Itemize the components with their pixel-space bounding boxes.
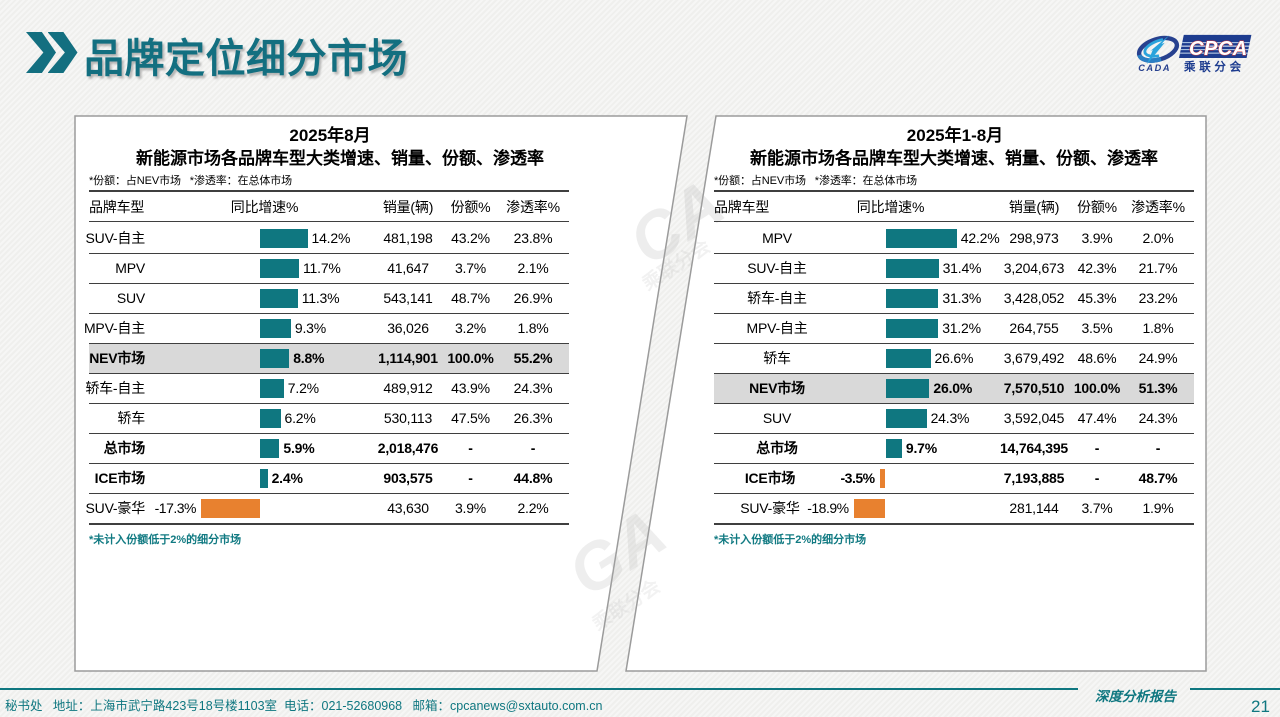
svg-text:CPCA: CPCA: [1189, 38, 1248, 60]
svg-text:乘联分会: 乘联分会: [1183, 60, 1245, 74]
svg-text:CADA: CADA: [1138, 63, 1171, 73]
